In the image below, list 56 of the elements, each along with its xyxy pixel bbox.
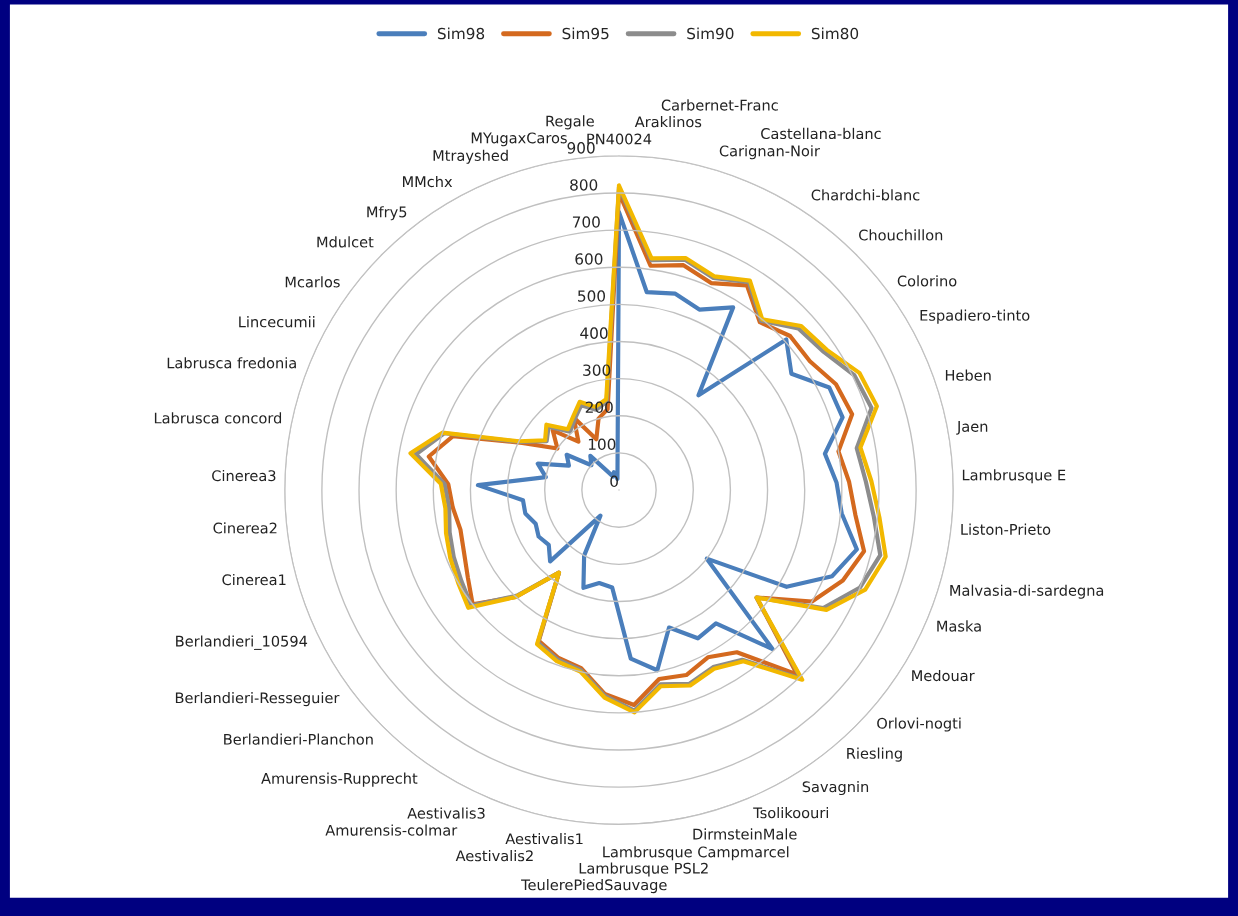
legend-label: Sim95: [562, 27, 609, 40]
y-tick-label: 400: [580, 327, 608, 339]
spoke-label: Aestivalis2: [455, 850, 533, 862]
spoke-label: Orlovi-nogti: [877, 717, 961, 732]
spoke-label: Riesling: [847, 747, 902, 762]
y-tick-label: 200: [585, 401, 613, 413]
legend-label: Sim98: [437, 27, 485, 40]
spoke-label: Lambrusque Campmarcel: [603, 846, 789, 861]
spoke-label: Berlandieri-Planchon: [224, 733, 373, 745]
spoke-label: Lambrusque PSL2: [579, 862, 708, 877]
y-tick-label: 700: [572, 216, 600, 228]
spoke-label: Mfry5: [367, 206, 407, 221]
spoke-label: Araklinos: [634, 116, 702, 128]
spoke-label: Berlandieri_10594: [176, 635, 308, 650]
spoke-label: Labrusca fredonia: [167, 357, 296, 369]
spoke-label: Labrusca concord: [154, 412, 282, 424]
spoke-label: Lincecumii: [239, 316, 315, 328]
spoke-label: TeulerePiedSauvage: [521, 879, 667, 894]
legend-label: Sim90: [687, 27, 734, 40]
spoke-label: Tsolikoouri: [753, 807, 828, 819]
spoke-label: Savagnin: [802, 781, 869, 796]
legend-label: Sim80: [811, 27, 859, 40]
spoke-label: Liston-Prieto: [961, 523, 1051, 535]
spoke-label: MYugaxCaros: [471, 132, 567, 147]
spoke-label: Cinerea2: [213, 522, 277, 534]
spoke-label: Heben: [945, 369, 991, 381]
spoke-label: Mcarlos: [285, 276, 340, 288]
y-tick-label: 600: [575, 253, 603, 265]
spoke-label: Maska: [937, 620, 981, 632]
spoke-label: Carbernet-Franc: [661, 99, 778, 111]
spoke-label: MMchx: [403, 175, 453, 188]
y-tick-label: 100: [588, 438, 616, 451]
spoke-label: Mtrayshed: [433, 149, 508, 164]
spoke-label: DirmsteinMale: [693, 828, 797, 840]
spoke-label: Amurensis-colmar: [325, 824, 458, 836]
spoke-label: Berlandieri-Resseguier: [175, 692, 340, 707]
spoke-label: Chardchi-blanc: [811, 189, 920, 201]
spoke-label: Cinerea3: [212, 469, 276, 482]
y-tick-label: 800: [570, 179, 598, 191]
spoke-label: Castellana-blanc: [761, 127, 881, 140]
spoke-label: Cinerea1: [222, 573, 286, 586]
spoke-label: Medouar: [912, 669, 975, 682]
spoke-label: Carignan-Noir: [719, 145, 820, 160]
spoke-label: Aestivalis1: [505, 833, 583, 845]
spoke-label: Espadiero-tinto: [920, 309, 1030, 324]
spoke-label: Mdulcet: [317, 236, 374, 248]
spoke-label: Amurensis-Rupprecht: [261, 772, 418, 787]
spoke-label: Malvasia-di-sardegna: [950, 584, 1104, 599]
spoke-label: Colorino: [897, 275, 957, 287]
spoke-label: Regale: [546, 115, 594, 130]
spoke-label: Lambrusque E: [962, 469, 1066, 484]
y-tick-label: 0: [610, 475, 618, 488]
spoke-label: Aestivalis3: [407, 807, 485, 819]
y-tick-label: 500: [578, 290, 606, 302]
spoke-label: Jaen: [956, 421, 988, 435]
spoke-label: Chouchillon: [859, 229, 943, 241]
